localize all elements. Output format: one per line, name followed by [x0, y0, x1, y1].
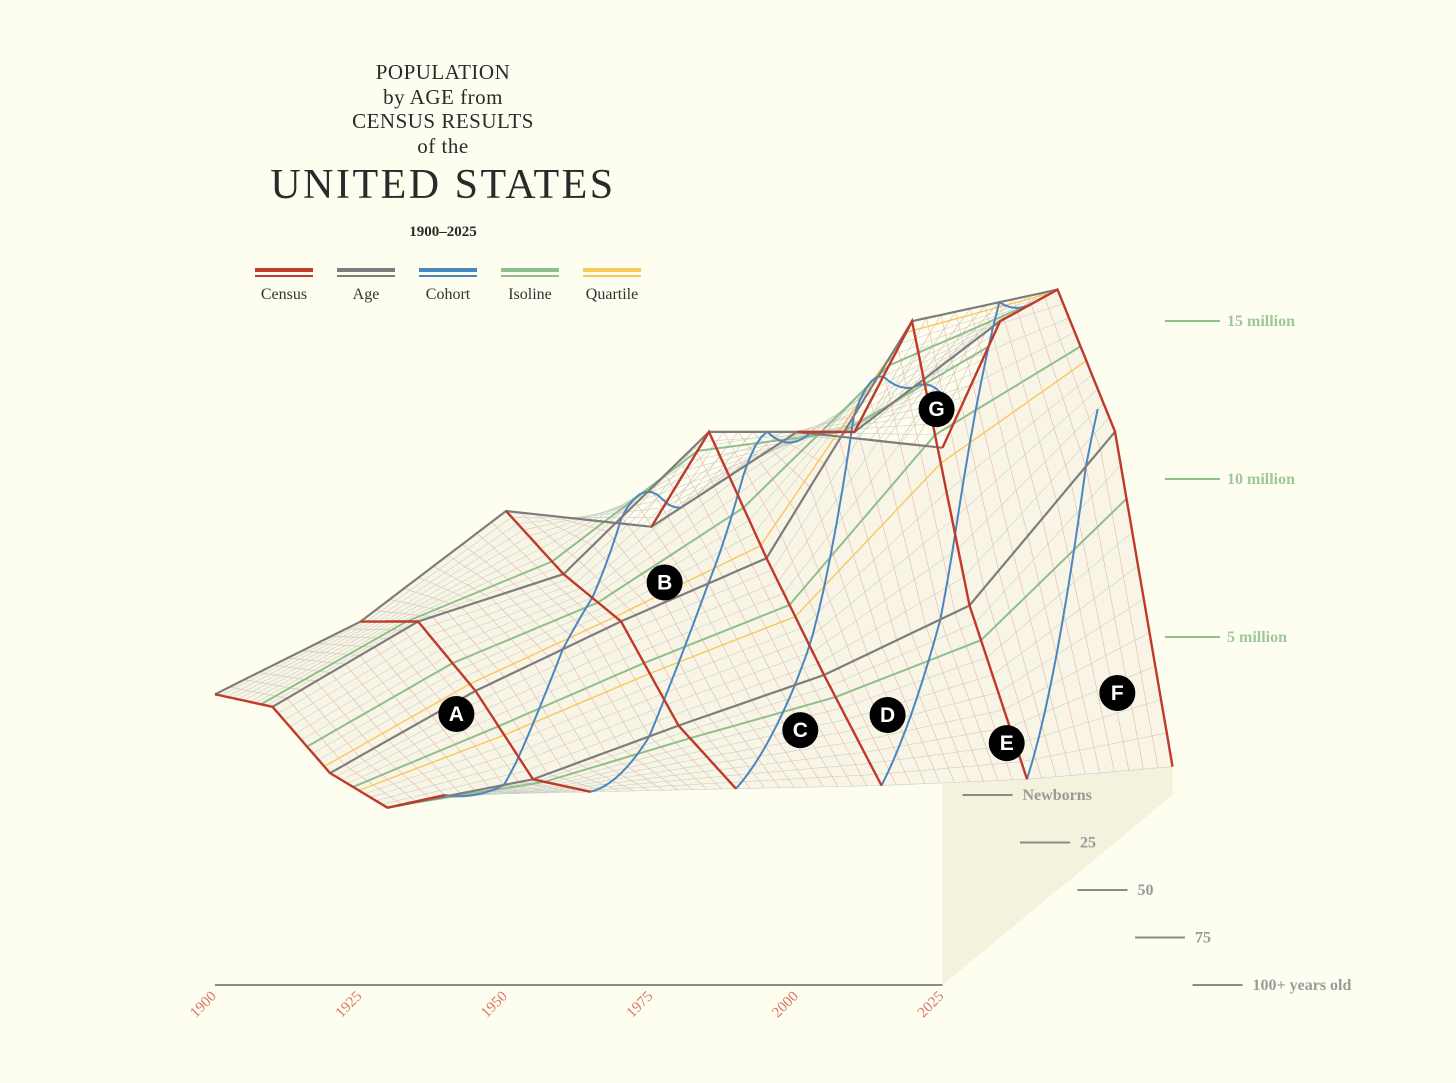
annotation-dot — [438, 695, 475, 732]
annotation-label: B — [657, 571, 672, 594]
x-tick-label: 1975 — [624, 989, 657, 1022]
annotation-label: F — [1111, 682, 1124, 705]
depth-tick-label: Newborns — [1023, 787, 1092, 804]
mesh-line — [226, 422, 955, 698]
legend-age: Age — [325, 268, 407, 304]
mesh-line — [381, 417, 1110, 805]
annotation-dot — [782, 712, 819, 749]
annotation-marker: G — [918, 391, 955, 428]
age-line — [214, 430, 943, 696]
annotation-marker: B — [646, 564, 683, 601]
annotation-marker: E — [988, 725, 1025, 762]
mesh-line — [347, 331, 1075, 784]
age-line — [271, 320, 1001, 708]
mesh-line — [427, 665, 1156, 800]
mesh-line — [249, 371, 978, 703]
legend-label: Census — [260, 286, 308, 303]
surface-fill — [215, 289, 1173, 808]
x-tick-label: 1950 — [478, 989, 511, 1022]
legend-label: Age — [352, 286, 380, 303]
title-line-1: POPULATION — [375, 60, 511, 84]
mesh-line — [404, 531, 1133, 805]
mesh-line — [410, 565, 1139, 803]
quartile-line — [323, 292, 1052, 768]
census-line — [650, 429, 883, 787]
mesh-line — [393, 464, 1122, 807]
legend-census: Census — [243, 268, 325, 304]
annotation-label: D — [880, 704, 895, 727]
title-line-3: CENSUS RESULTS — [352, 109, 534, 133]
annotation-dot — [869, 697, 906, 733]
annotation-label: A — [449, 703, 464, 726]
chart-title: UNITED STATES — [270, 162, 616, 208]
legend-label: Quartile — [585, 286, 639, 303]
z-tick-label: 10 million — [1227, 471, 1295, 488]
census-line — [214, 693, 446, 809]
annotation-label: G — [928, 398, 944, 421]
annotation-dot — [918, 391, 955, 428]
annotation-marker: D — [869, 697, 906, 733]
title-block: POPULATION by AGE from CENSUS RESULTS of… — [240, 60, 646, 241]
mesh-line — [364, 374, 1093, 795]
age-line — [387, 430, 1116, 809]
annotation-marker: C — [782, 712, 819, 749]
mesh-line — [278, 317, 1006, 714]
x-tick-label: 1925 — [333, 989, 366, 1022]
annotation-label: E — [1000, 732, 1014, 755]
isoline — [260, 345, 990, 706]
x-tick-label: 2000 — [769, 989, 802, 1022]
title-line-4: of the — [417, 133, 469, 158]
mesh-line — [416, 598, 1144, 802]
cohort-line — [735, 375, 955, 790]
mesh-line — [312, 298, 1041, 754]
mesh-line — [318, 295, 1047, 761]
isoline — [398, 497, 1128, 807]
legend: Census Age Cohort Isoline Quartile — [243, 268, 653, 304]
annotation-dot — [646, 564, 683, 601]
depth-tick-label: 50 — [1138, 882, 1154, 899]
annotation-marker: F — [1099, 675, 1136, 712]
mesh-line — [444, 766, 1173, 796]
x-tick-label: 1900 — [187, 989, 220, 1022]
annotation-dot — [988, 725, 1025, 762]
census-line — [360, 620, 591, 793]
depth-tick-label: 100+ years old — [1253, 977, 1352, 994]
legend-isoline: Isoline — [489, 268, 571, 304]
x-tick-label: 2025 — [915, 989, 948, 1022]
isoline — [352, 345, 1082, 788]
mesh-line — [375, 403, 1104, 802]
depth-tick-label: 25 — [1080, 835, 1096, 852]
z-tick-label: 15 million — [1227, 313, 1295, 330]
isoline — [306, 301, 1035, 748]
census-line — [505, 510, 737, 790]
mesh-line — [370, 388, 1099, 798]
title-line-2: by AGE from — [383, 84, 503, 109]
mesh-line — [439, 732, 1167, 797]
legend-quartile: Quartile — [571, 268, 653, 304]
legend-label: Isoline — [508, 286, 552, 303]
z-tick-label: 5 million — [1227, 629, 1287, 646]
mesh-line — [283, 314, 1012, 721]
annotation-label: C — [793, 719, 808, 742]
census-line — [941, 287, 1174, 767]
annotation-dot — [1099, 675, 1136, 712]
census-line — [797, 317, 1029, 780]
quartile-line — [358, 360, 1087, 792]
legend-label: Cohort — [425, 286, 471, 303]
depth-tick-label: 75 — [1195, 930, 1211, 947]
annotation-marker: A — [438, 695, 475, 732]
mesh-line — [421, 632, 1150, 801]
chart-years: 1900–2025 — [409, 224, 477, 240]
legend-cohort: Cohort — [407, 268, 489, 304]
